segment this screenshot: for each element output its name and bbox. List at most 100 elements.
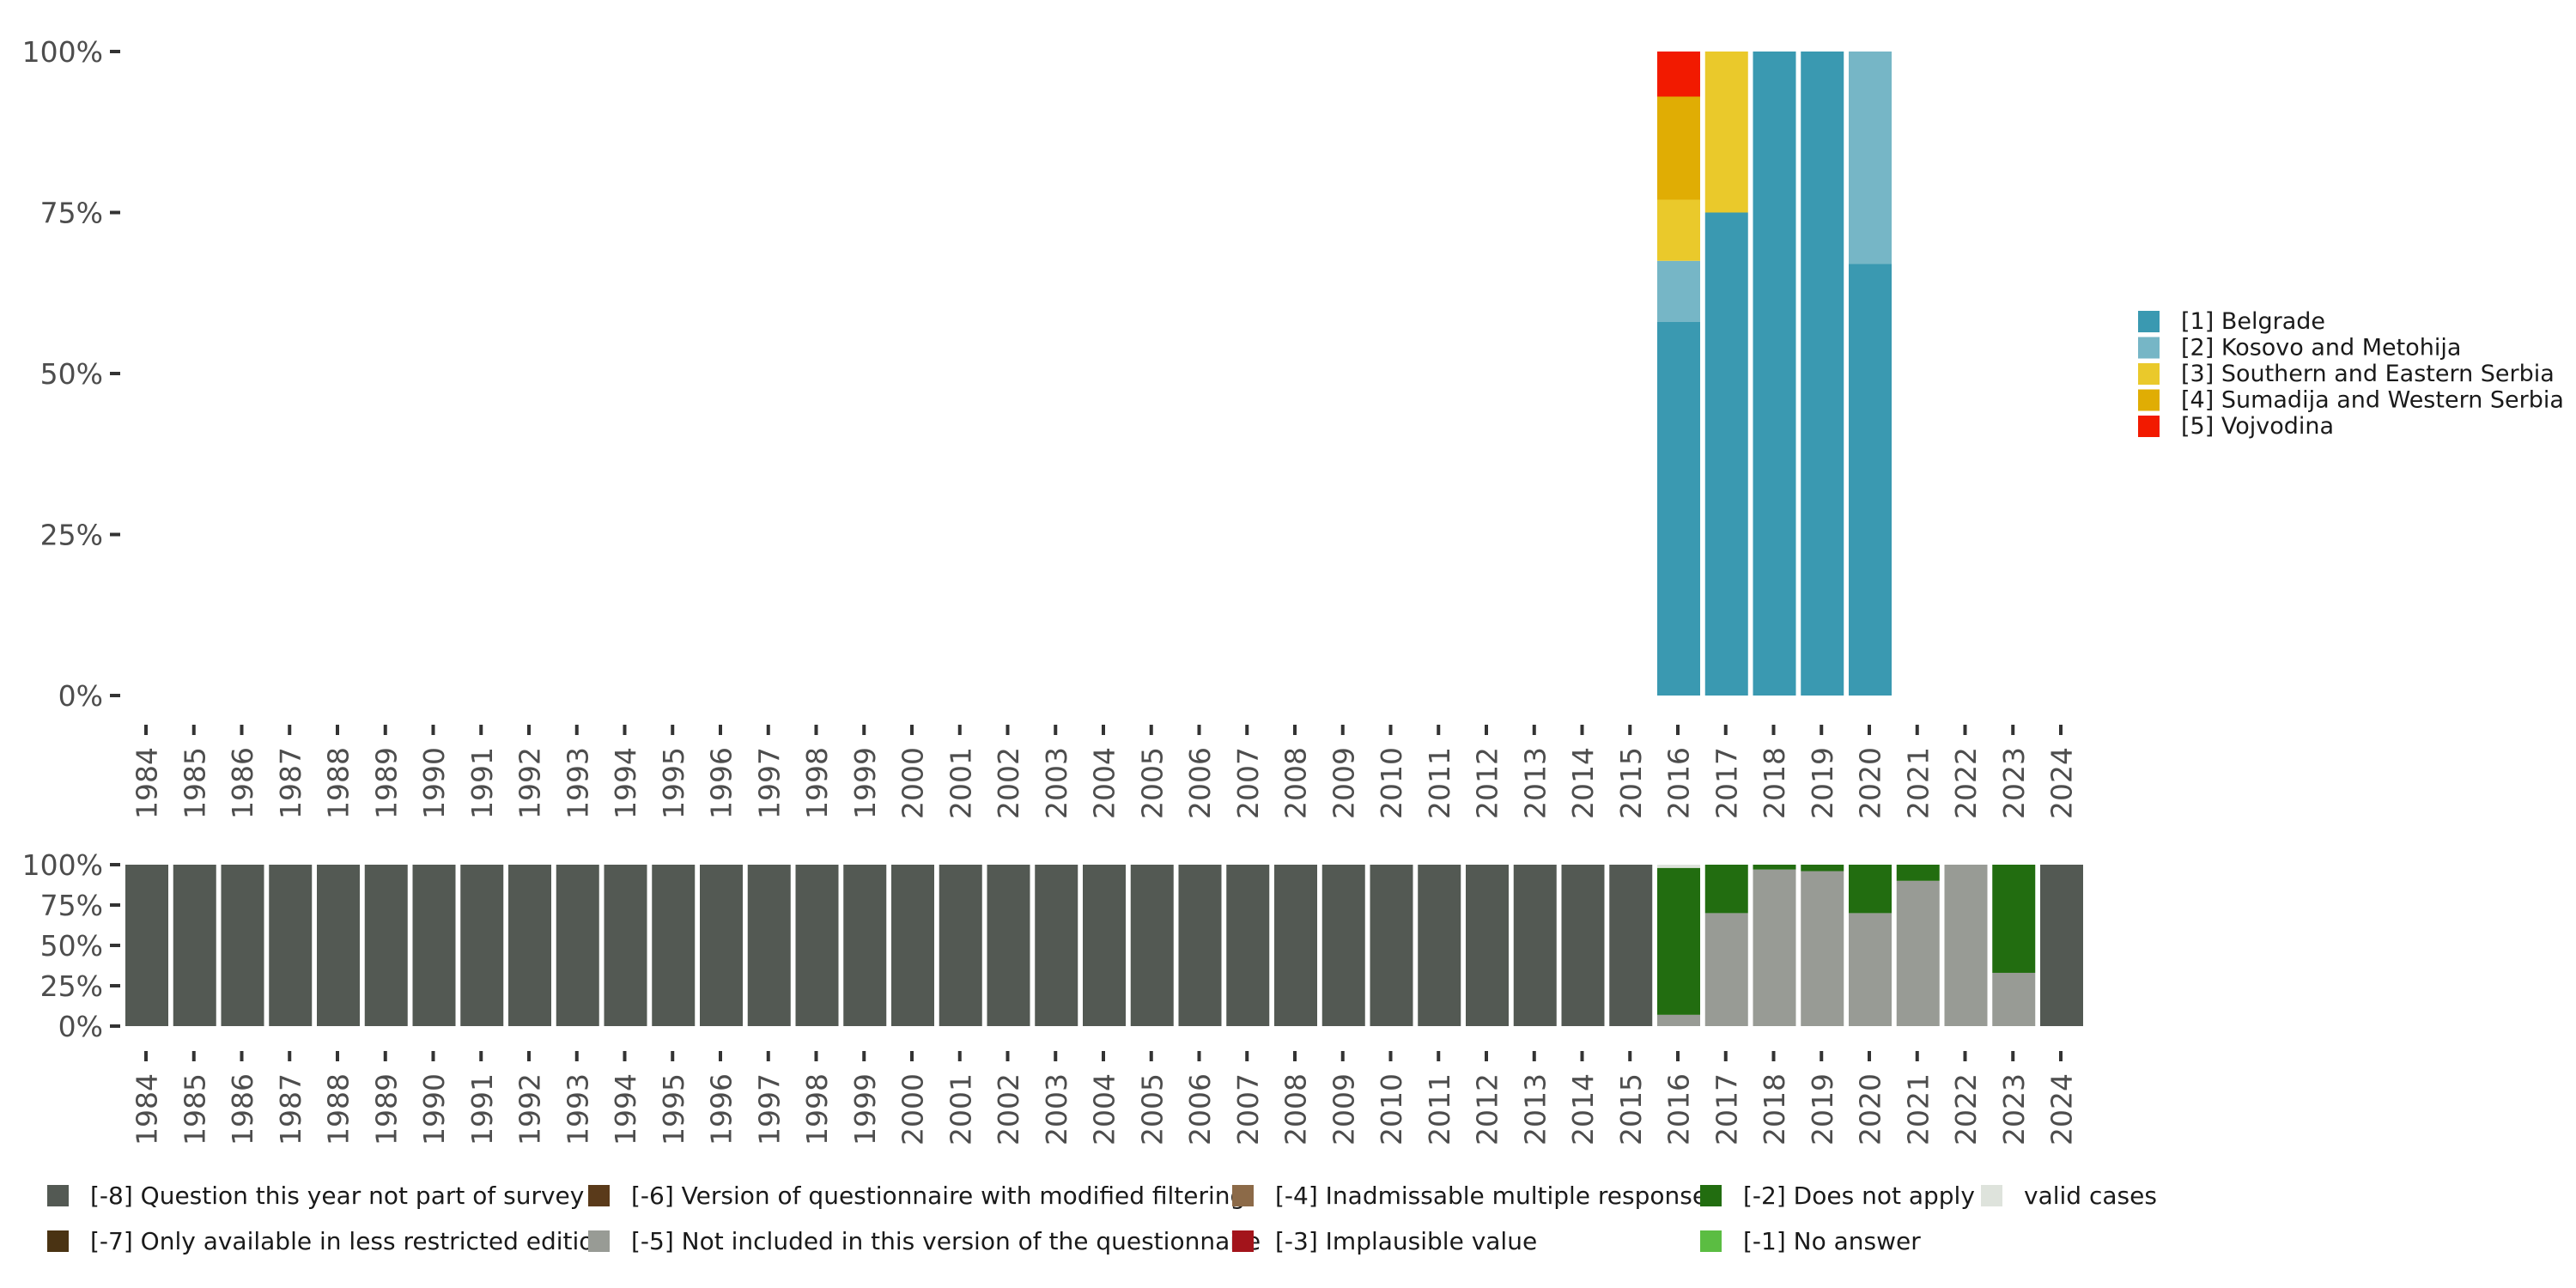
- top-bar: [1657, 96, 1700, 200]
- bottom-bar: [1849, 913, 1892, 1026]
- bottom-xtick-label: 2002: [992, 1073, 1025, 1145]
- bottom-legend-label: [-8] Question this year not part of surv…: [90, 1182, 584, 1210]
- bottom-bar: [1849, 865, 1892, 914]
- bottom-bar: [1466, 865, 1509, 1026]
- bottom-bar: [1370, 865, 1413, 1026]
- bottom-xtick-label: 2014: [1566, 1073, 1600, 1145]
- top-xtick-label: 1984: [131, 747, 164, 819]
- top-legend-swatch: [2138, 389, 2160, 411]
- bottom-bar: [1896, 865, 1940, 881]
- top-xtick-label: 2024: [2045, 747, 2079, 819]
- top-xtick-label: 1986: [226, 747, 259, 819]
- top-legend-label: [5] Vojvodina: [2181, 413, 2334, 440]
- bottom-bar: [1992, 972, 2036, 1026]
- bottom-legend: [-8] Question this year not part of surv…: [47, 1182, 2157, 1255]
- top-xtick-label: 2011: [1423, 747, 1456, 819]
- top-xtick-label: 1999: [848, 747, 882, 819]
- bottom-bar: [1513, 865, 1557, 1026]
- bottom-xtick-label: 2024: [2045, 1073, 2079, 1145]
- bottom-legend-swatch: [1981, 1185, 2002, 1206]
- bottom-xtick-label: 1994: [609, 1073, 642, 1145]
- bottom-bar: [412, 865, 456, 1026]
- bottom-xtick-label: 2008: [1279, 1073, 1313, 1145]
- bottom-ytick-label: 75%: [40, 889, 103, 922]
- bottom-xtick-label: 2021: [1901, 1073, 1935, 1145]
- bottom-bar: [1896, 880, 1940, 1026]
- top-xtick-label: 2007: [1231, 747, 1265, 819]
- bottom-xtick-label: 1991: [465, 1073, 499, 1145]
- bottom-bar: [364, 865, 408, 1026]
- top-xtick-label: 2023: [1997, 747, 2031, 819]
- bottom-xtick-label: 2000: [896, 1073, 930, 1145]
- bottom-xtick-label: 1985: [178, 1073, 211, 1145]
- bottom-bar: [1178, 865, 1222, 1026]
- bottom-xtick-label: 2005: [1135, 1073, 1169, 1145]
- bottom-xtick-label: 1992: [513, 1073, 547, 1145]
- bottom-legend-label: [-3] Implausible value: [1275, 1227, 1537, 1255]
- top-xtick-label: 1995: [657, 747, 690, 819]
- top-legend-swatch: [2138, 416, 2160, 437]
- bottom-legend-swatch: [1232, 1230, 1254, 1252]
- bottom-xtick-label: 1998: [800, 1073, 834, 1145]
- bottom-bar: [1992, 865, 2036, 973]
- top-xtick-label: 2001: [944, 747, 977, 819]
- top-xtick-label: 2006: [1183, 747, 1217, 819]
- bottom-xtick-label: 1986: [226, 1073, 259, 1145]
- bottom-bar: [795, 865, 839, 1026]
- bottom-legend-swatch: [588, 1185, 610, 1206]
- top-xtick-label: 1987: [274, 747, 307, 819]
- top-xtick-label: 2010: [1375, 747, 1408, 819]
- bottom-legend-swatch: [1700, 1185, 1722, 1206]
- bottom-ytick-label: 100%: [22, 848, 103, 882]
- bottom-bar: [1657, 865, 1700, 868]
- bottom-bar: [173, 865, 216, 1026]
- bottom-bar: [1226, 865, 1270, 1026]
- top-bar: [1704, 212, 1748, 696]
- top-ytick-label: 0%: [58, 679, 103, 713]
- bottom-xtick-label: 2023: [1997, 1073, 2031, 1145]
- top-xtick-label: 2019: [1806, 747, 1839, 819]
- top-legend-swatch: [2138, 363, 2160, 385]
- bottom-xtick-label: 2001: [944, 1073, 977, 1145]
- top-xtick-label: 2022: [1949, 747, 1983, 819]
- top-xtick-label: 2020: [1854, 747, 1887, 819]
- bottom-bar: [1274, 865, 1317, 1026]
- top-xtick-label: 1989: [369, 747, 403, 819]
- bottom-ytick-label: 50%: [40, 929, 103, 963]
- bottom-legend-label: valid cases: [2024, 1182, 2157, 1210]
- bottom-bar: [269, 865, 313, 1026]
- top-bar: [1657, 199, 1700, 261]
- bottom-xtick-label: 2010: [1375, 1073, 1408, 1145]
- top-xtick-label: 2003: [1040, 747, 1073, 819]
- bottom-bar: [1753, 869, 1796, 1026]
- bottom-bar: [1609, 865, 1653, 1026]
- top-ytick-label: 100%: [22, 35, 103, 69]
- bottom-legend-swatch: [588, 1230, 610, 1252]
- bottom-bar: [652, 865, 696, 1026]
- bottom-bar: [2040, 865, 2083, 1026]
- bottom-bar: [604, 865, 647, 1026]
- top-legend-swatch: [2138, 311, 2160, 332]
- bottom-legend-swatch: [47, 1185, 69, 1206]
- bottom-bar: [1130, 865, 1174, 1026]
- top-xtick-label: 1993: [561, 747, 594, 819]
- top-xtick-label: 2004: [1088, 747, 1121, 819]
- top-xtick-label: 1994: [609, 747, 642, 819]
- top-xtick-label: 1990: [417, 747, 451, 819]
- top-xtick-label: 1991: [465, 747, 499, 819]
- bottom-xtick-label: 2004: [1088, 1073, 1121, 1145]
- bottom-bar: [700, 865, 743, 1026]
- top-xtick-label: 2009: [1327, 747, 1360, 819]
- bottom-bar: [891, 865, 934, 1026]
- bottom-xtick-label: 1995: [657, 1073, 690, 1145]
- bottom-legend-label: [-7] Only available in less restricted e…: [90, 1227, 609, 1255]
- bottom-bar: [1704, 865, 1748, 914]
- bottom-xtick-label: 2018: [1758, 1073, 1791, 1145]
- bottom-bar: [221, 865, 264, 1026]
- bottom-xtick-label: 2007: [1231, 1073, 1265, 1145]
- top-bar: [1657, 260, 1700, 322]
- top-legend-label: [3] Southern and Eastern Serbia: [2181, 361, 2555, 387]
- top-legend-swatch: [2138, 337, 2160, 359]
- bottom-xtick-label: 2016: [1662, 1073, 1696, 1145]
- bottom-bar: [556, 865, 599, 1026]
